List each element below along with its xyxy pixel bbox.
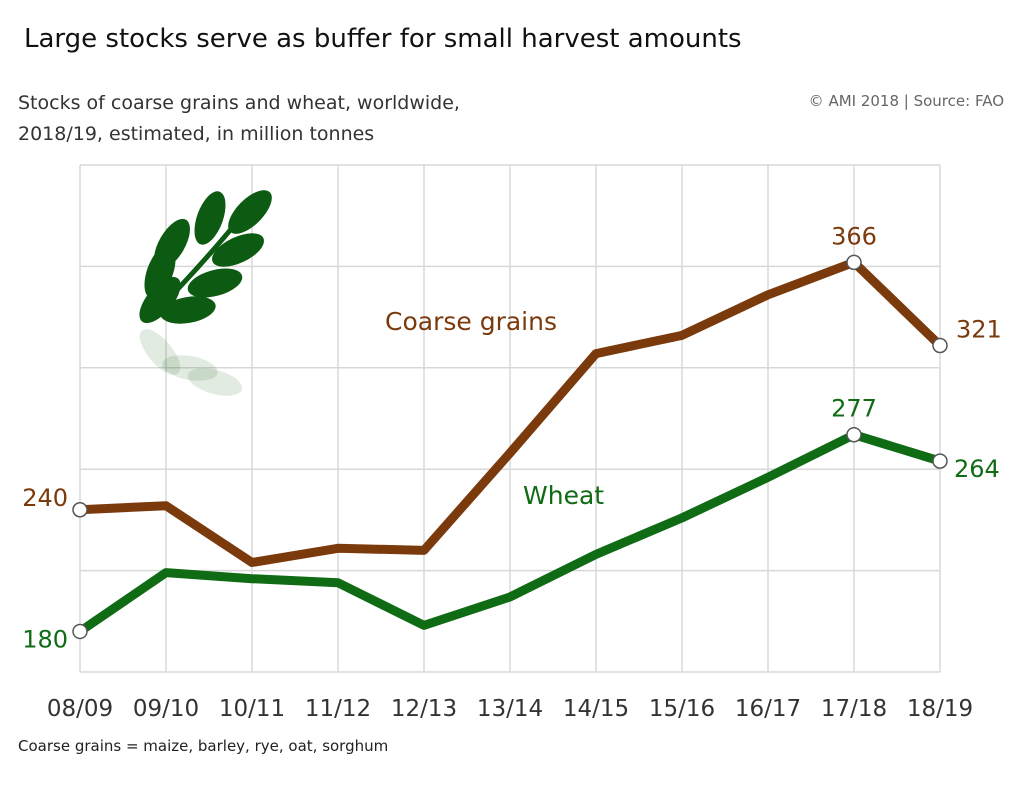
subtitle-line-1: Stocks of coarse grains and wheat, world…: [18, 92, 460, 114]
point-marker-coarse: [932, 337, 948, 354]
wheat-leaf: [187, 268, 243, 298]
x-tick-label: 12/13: [391, 696, 457, 722]
series-label-coarse: Coarse grains: [385, 307, 557, 336]
wheat-reflection: [187, 368, 243, 396]
chart-series: [72, 254, 948, 640]
x-axis-labels: 08/09 09/10 10/11 11/12 12/13 13/14 14/15 15/16…: [47, 696, 973, 722]
subtitle-line-2: 2018/19, estimated, in million tonnes: [18, 123, 375, 145]
x-tick-label: 09/10: [133, 696, 199, 722]
wheat-reflection: [139, 329, 181, 375]
wheat-reflection: [162, 355, 218, 381]
x-tick-label: 15/16: [649, 696, 715, 722]
point-marker-coarse: [72, 502, 88, 518]
series-line-wheat: [75, 430, 945, 636]
series-line-coarse: [75, 257, 945, 567]
chart-footnote: Coarse grains = maize, barley, rye, oat,…: [18, 737, 389, 755]
chart-subtitle: Stocks of coarse grains and wheat, world…: [18, 88, 460, 150]
x-tick-label: 13/14: [477, 696, 543, 722]
wheat-ear-icon: [139, 190, 272, 396]
point-marker-wheat: [846, 426, 862, 443]
x-tick-label: 17/18: [821, 696, 887, 722]
data-label-coarse: 366: [831, 222, 877, 250]
x-tick-label: 16/17: [735, 696, 801, 722]
source-credit: © AMI 2018 | Source: FAO: [808, 92, 1004, 110]
series-label-wheat: Wheat: [523, 481, 604, 510]
wheat-leaf: [160, 296, 216, 324]
data-label-wheat: 277: [831, 395, 877, 423]
point-marker-wheat: [932, 453, 948, 469]
x-tick-label: 18/19: [907, 696, 973, 722]
data-labels: 240 366 321 180 277 264 Coarse grains Wheat: [22, 222, 1002, 653]
x-tick-label: 08/09: [47, 696, 113, 722]
x-tick-label: 11/12: [305, 696, 371, 722]
data-label-coarse: 240: [22, 484, 68, 512]
wheat-leaf: [212, 233, 264, 267]
wheat-leaf: [228, 190, 272, 234]
data-label-coarse: 321: [956, 315, 1002, 343]
x-tick-label: 14/15: [563, 696, 629, 722]
x-tick-label: 10/11: [219, 696, 285, 722]
chart-headline: Large stocks serve as buffer for small h…: [24, 24, 742, 54]
data-label-wheat: 180: [22, 625, 68, 653]
wheat-leaf: [139, 276, 181, 324]
data-label-wheat: 264: [954, 455, 1000, 483]
wheat-leaf: [194, 191, 226, 245]
point-marker-coarse: [846, 254, 862, 271]
point-marker-wheat: [72, 623, 88, 640]
